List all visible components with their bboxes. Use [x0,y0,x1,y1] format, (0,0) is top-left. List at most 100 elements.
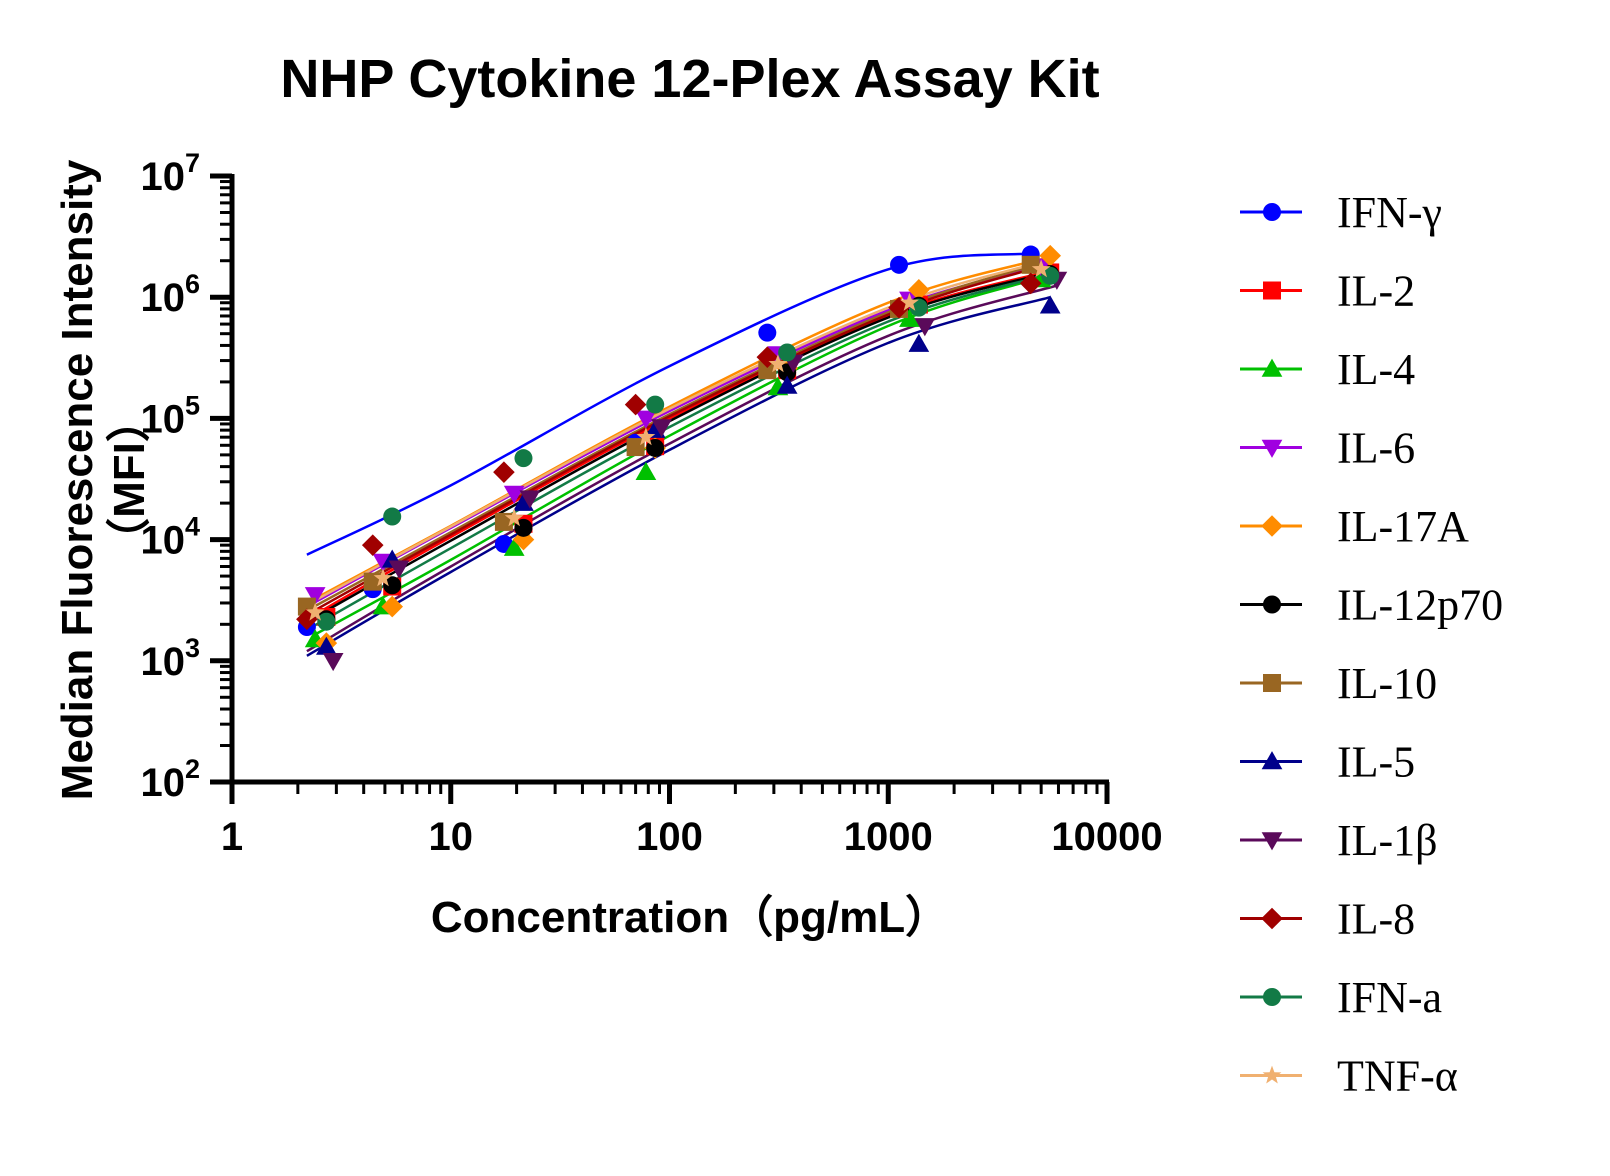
legend-marker [1261,907,1283,930]
data-point [768,354,788,373]
legend-label: IL-1β [1337,816,1438,865]
fit-curve-7 [306,295,1051,657]
data-point [514,449,533,468]
data-point [317,612,336,631]
legend-item: TNF-α [1240,1052,1458,1101]
data-point [646,395,665,414]
axes: 1 10 100 1000 10000 102 103 104 105 106 107 [140,148,1162,859]
data-point [914,318,936,337]
data-point [900,292,919,311]
legend-label: IL-6 [1337,424,1415,473]
x-tick-label: 10000 [1051,815,1162,859]
data-point [776,375,798,394]
data-point [1041,266,1060,285]
legend-marker [1262,1065,1282,1084]
legend-label: IFN-a [1337,973,1442,1022]
legend-item: IL-8 [1240,895,1415,944]
fit-curve-9 [306,268,1032,616]
fit-curve-8 [306,284,1058,653]
y-tick-label: 107 [140,148,200,199]
legend-label: IL-10 [1337,659,1437,708]
data-point [383,576,402,595]
x-tick-label: 1 [221,815,243,859]
data-point [635,410,657,429]
data-point [635,461,657,480]
legend-marker [1261,358,1283,377]
x-tick-label: 10 [429,815,474,859]
y-tick-label: 103 [140,633,200,684]
data-point [651,419,672,438]
data-point [503,485,525,504]
legend-label: IL-12p70 [1337,581,1503,630]
data-point [624,393,647,416]
data-point [503,537,525,556]
legend-marker [1261,751,1283,770]
legend-label: IL-5 [1337,738,1415,787]
data-point [1039,244,1062,267]
data-point [756,346,779,368]
legend-marker [1263,281,1281,300]
legend: IFN-γ IL-2 IL-4 IL-6 IL-17A IL-12p70 IL-10 IL-5… [1240,188,1503,1101]
data-point [908,333,930,352]
data-point [388,560,410,579]
y-axis-label: Median Fluorescence Intensity （MFI） [53,159,154,800]
fit-curve-1 [306,269,1051,621]
data-point [373,568,393,587]
data-point [381,595,404,618]
legend-item: IL-6 [1240,424,1415,473]
legend-label: IL-2 [1337,267,1415,316]
legend-marker [1263,674,1281,692]
legend-label: IL-4 [1337,345,1415,394]
legend-item: IFN-γ [1240,188,1442,237]
data-point [890,255,909,274]
legend-marker [1261,832,1283,851]
x-tick-label: 1000 [844,815,933,859]
data-point [304,587,326,606]
fit-curve-6 [306,265,1032,612]
chart-title: NHP Cytokine 12-Plex Assay Kit [280,49,1099,109]
legend-item: IL-5 [1240,738,1415,787]
legend-item: IL-17A [1240,502,1469,551]
data-point [519,490,541,509]
data-point [1021,255,1040,274]
y-axis-label-line1: Median Fluorescence Intensity [53,159,102,800]
legend-label: IL-17A [1337,502,1469,551]
data-point [504,508,524,527]
data-point [513,492,534,511]
legend-item: IL-4 [1240,345,1415,394]
legend-label: IL-8 [1337,895,1415,944]
data-point [636,427,656,446]
legend-marker [1263,595,1281,614]
legend-marker [1263,203,1281,221]
x-tick-label: 100 [636,815,703,859]
fit-curve-11 [306,260,1042,606]
y-tick-label: 106 [140,269,200,320]
data-point [361,534,384,556]
data-points [296,244,1068,672]
x-axis-label: Concentration（pg/mL） [431,893,949,942]
legend-item: IL-12p70 [1240,581,1503,630]
y-tick-label: 105 [140,390,200,441]
data-point [899,308,920,327]
legend-label: TNF-α [1337,1052,1458,1101]
data-point [322,653,344,672]
data-point [758,323,777,342]
data-point [778,343,797,362]
legend-item: IL-2 [1240,267,1415,316]
legend-item: IL-10 [1240,659,1437,708]
legend-item: IL-1β [1240,816,1438,865]
legend-item: IFN-a [1240,973,1442,1022]
fit-curve-0 [306,252,1031,556]
data-point [758,361,777,380]
data-point [908,279,930,301]
data-point [383,507,402,526]
data-point [1039,295,1061,314]
y-tick-label: 102 [140,754,200,805]
data-point [1019,272,1042,295]
fit-curves [306,252,1058,657]
data-point [305,602,325,621]
legend-marker [1261,439,1283,458]
legend-marker [1261,515,1283,537]
data-point [1031,259,1051,278]
